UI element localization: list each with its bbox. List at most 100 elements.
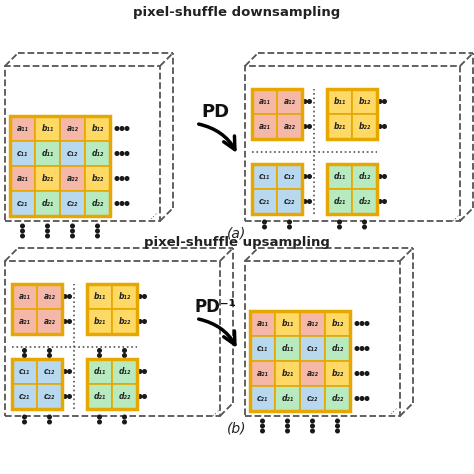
Text: c₂₁: c₂₁	[257, 394, 268, 403]
Circle shape	[336, 429, 339, 433]
Circle shape	[378, 175, 382, 178]
Bar	[37, 309, 62, 334]
Bar	[352, 164, 377, 189]
Bar	[327, 114, 352, 139]
Bar	[85, 141, 110, 166]
Bar	[37, 384, 62, 409]
Circle shape	[68, 319, 71, 323]
Bar	[252, 89, 277, 114]
Bar	[300, 311, 325, 336]
Circle shape	[337, 225, 341, 229]
Circle shape	[310, 429, 314, 433]
Circle shape	[120, 152, 124, 155]
Bar	[37, 284, 62, 309]
Text: d₂₁: d₂₁	[333, 197, 346, 206]
Circle shape	[138, 295, 142, 298]
Bar	[327, 164, 377, 214]
Text: b₂₂: b₂₂	[358, 122, 371, 131]
Circle shape	[125, 202, 129, 205]
Circle shape	[355, 397, 359, 401]
Circle shape	[115, 177, 119, 180]
Circle shape	[21, 234, 24, 238]
Text: (b): (b)	[227, 422, 247, 436]
Text: a₁₂: a₁₂	[66, 124, 78, 133]
Circle shape	[125, 127, 129, 130]
Text: c₁₂: c₁₂	[67, 149, 78, 158]
Circle shape	[68, 395, 71, 398]
Circle shape	[308, 175, 311, 178]
Circle shape	[48, 349, 51, 352]
Bar	[277, 89, 302, 114]
Bar	[300, 336, 325, 361]
Circle shape	[308, 100, 311, 103]
Bar	[87, 309, 112, 334]
Bar	[12, 359, 37, 384]
Bar	[5, 261, 220, 416]
Text: b₁₂: b₁₂	[118, 292, 131, 301]
Text: c₂₁: c₂₁	[259, 197, 270, 206]
Text: d₂₂: d₂₂	[91, 199, 104, 208]
Circle shape	[120, 127, 124, 130]
Circle shape	[355, 372, 359, 375]
Text: d₁₁: d₁₁	[41, 149, 54, 158]
Circle shape	[383, 200, 386, 203]
Bar	[5, 66, 160, 221]
Circle shape	[96, 234, 99, 238]
Text: (a): (a)	[228, 226, 246, 240]
Circle shape	[263, 225, 266, 229]
Circle shape	[125, 177, 129, 180]
Text: c₁₂: c₁₂	[284, 172, 295, 181]
Circle shape	[363, 225, 366, 229]
Circle shape	[115, 152, 119, 155]
Bar	[87, 284, 137, 334]
Text: a₂₂: a₂₂	[66, 174, 78, 183]
Circle shape	[96, 229, 99, 233]
Bar	[12, 284, 62, 334]
Bar	[277, 114, 302, 139]
Circle shape	[23, 349, 26, 352]
Text: d₁₂: d₁₂	[91, 149, 104, 158]
Bar	[112, 359, 137, 384]
Bar	[250, 336, 275, 361]
Circle shape	[143, 319, 146, 323]
Bar	[275, 311, 300, 336]
Circle shape	[23, 420, 26, 424]
Circle shape	[23, 415, 26, 419]
Bar	[250, 386, 275, 411]
Text: c₂₁: c₂₁	[19, 392, 30, 401]
Circle shape	[98, 415, 101, 419]
Text: PD⁻¹: PD⁻¹	[194, 298, 236, 316]
Bar	[325, 311, 350, 336]
Text: c₁₁: c₁₁	[19, 367, 30, 376]
Circle shape	[286, 429, 289, 433]
Circle shape	[98, 354, 101, 357]
Bar	[300, 386, 325, 411]
Circle shape	[138, 319, 142, 323]
Circle shape	[68, 295, 71, 298]
Bar	[12, 284, 37, 309]
Circle shape	[288, 225, 292, 229]
Text: a₁₂: a₁₂	[44, 292, 55, 301]
Bar	[85, 191, 110, 216]
Bar	[35, 191, 60, 216]
Circle shape	[71, 234, 74, 238]
Text: b₁₂: b₁₂	[91, 124, 104, 133]
Text: a₁₂: a₁₂	[307, 319, 319, 328]
Circle shape	[360, 346, 364, 350]
Circle shape	[98, 349, 101, 352]
Circle shape	[383, 175, 386, 178]
Circle shape	[143, 295, 146, 298]
Bar	[325, 386, 350, 411]
Circle shape	[360, 322, 364, 325]
Circle shape	[286, 424, 289, 428]
Bar	[250, 311, 350, 411]
Bar	[327, 189, 352, 214]
Text: a₂₂: a₂₂	[283, 122, 295, 131]
Text: a₂₂: a₂₂	[44, 317, 55, 326]
Text: b₂₁: b₂₁	[333, 122, 346, 131]
Text: d₂₂: d₂₂	[118, 392, 131, 401]
Text: a₁₁: a₁₁	[258, 97, 271, 106]
Text: c₂₂: c₂₂	[307, 394, 318, 403]
Circle shape	[336, 419, 339, 423]
Circle shape	[63, 295, 67, 298]
